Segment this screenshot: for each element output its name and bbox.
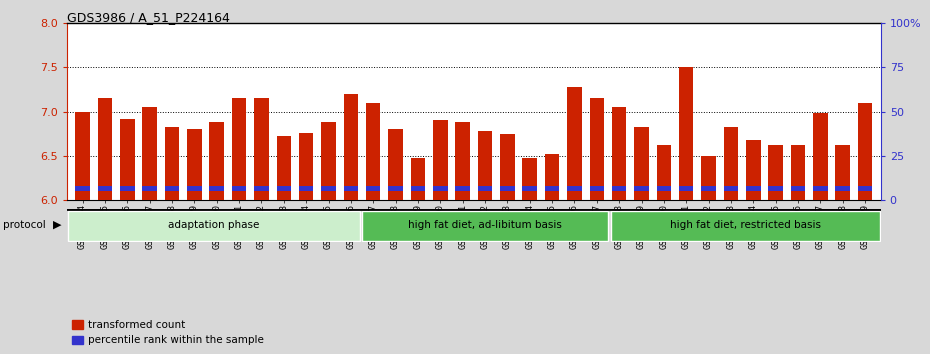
Bar [433, 120, 447, 200]
Bar [68, 211, 360, 241]
Bar [120, 186, 135, 191]
Bar [411, 159, 425, 200]
Bar [343, 94, 358, 200]
Bar [478, 131, 492, 200]
Bar [790, 145, 805, 200]
Bar [679, 67, 694, 200]
Bar [611, 211, 880, 241]
Bar [456, 122, 470, 200]
Bar [98, 98, 113, 200]
Bar [209, 122, 224, 200]
Bar [835, 186, 850, 191]
Bar [590, 186, 604, 191]
Bar [187, 186, 202, 191]
Bar [768, 186, 783, 191]
Bar [634, 186, 649, 191]
Bar [389, 129, 403, 200]
Bar [75, 186, 90, 191]
Bar [343, 186, 358, 191]
Bar [657, 145, 671, 200]
Bar [299, 186, 313, 191]
Bar [232, 98, 246, 200]
Text: ▶: ▶ [53, 220, 61, 230]
Bar [590, 98, 604, 200]
Bar [701, 156, 716, 200]
Bar [835, 145, 850, 200]
Bar [276, 136, 291, 200]
Bar [500, 186, 514, 191]
Bar [98, 186, 113, 191]
Bar [254, 98, 269, 200]
Bar [366, 103, 380, 200]
Bar [165, 127, 179, 200]
Bar [746, 140, 761, 200]
Bar [299, 133, 313, 200]
Bar [187, 129, 202, 200]
Bar [523, 186, 537, 191]
Bar [857, 186, 872, 191]
Bar [321, 186, 336, 191]
Bar [456, 186, 470, 191]
Bar [321, 122, 336, 200]
Bar [545, 154, 559, 200]
Bar [142, 186, 157, 191]
Bar [232, 186, 246, 191]
Bar [120, 119, 135, 200]
Bar [857, 103, 872, 200]
Bar [813, 113, 828, 200]
Bar [523, 158, 537, 200]
Bar [701, 186, 716, 191]
Bar [634, 127, 649, 200]
Bar [254, 186, 269, 191]
Text: protocol: protocol [3, 220, 46, 230]
Bar [478, 186, 492, 191]
Bar [768, 145, 783, 200]
Bar [366, 186, 380, 191]
Bar [411, 186, 425, 191]
Bar [433, 186, 447, 191]
Bar [389, 186, 403, 191]
Bar [612, 107, 627, 200]
Text: high fat diet, ad-libitum basis: high fat diet, ad-libitum basis [408, 220, 562, 230]
Bar [724, 127, 738, 200]
Bar [813, 186, 828, 191]
Legend: transformed count, percentile rank within the sample: transformed count, percentile rank withi… [73, 320, 264, 346]
Bar [545, 186, 559, 191]
Bar [679, 186, 694, 191]
Bar [567, 186, 581, 191]
Bar [500, 133, 514, 200]
Bar [746, 186, 761, 191]
Bar [790, 186, 805, 191]
Bar [724, 186, 738, 191]
Bar [165, 186, 179, 191]
Bar [362, 211, 608, 241]
Text: adaptation phase: adaptation phase [168, 220, 259, 230]
Bar [142, 107, 157, 200]
Bar [567, 87, 581, 200]
Bar [276, 186, 291, 191]
Bar [657, 186, 671, 191]
Text: GDS3986 / A_51_P224164: GDS3986 / A_51_P224164 [67, 11, 230, 24]
Bar [209, 186, 224, 191]
Bar [612, 186, 627, 191]
Text: high fat diet, restricted basis: high fat diet, restricted basis [670, 220, 820, 230]
Bar [75, 112, 90, 200]
